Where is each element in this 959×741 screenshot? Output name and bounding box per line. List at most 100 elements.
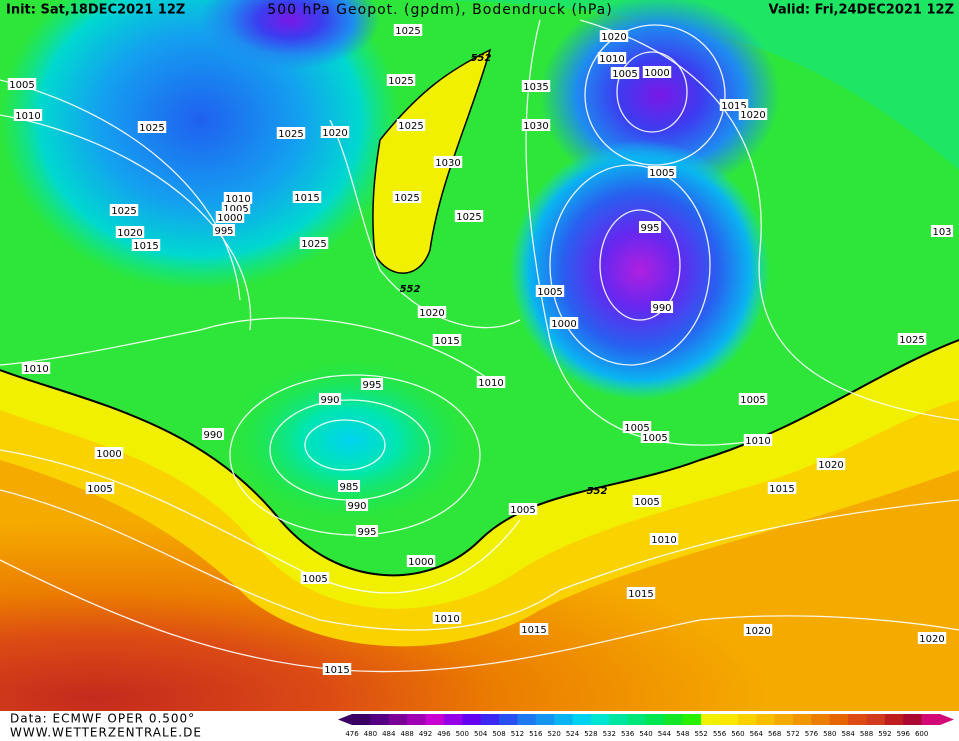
legend-swatch — [499, 714, 518, 725]
isobar-label: 1015 — [294, 193, 319, 204]
isobar-label: 552 — [400, 284, 421, 295]
legend-label: 572 — [786, 730, 799, 738]
isobar-label-bg — [626, 587, 656, 599]
isobar-label: 995 — [357, 527, 376, 538]
legend-swatch — [921, 714, 941, 725]
isobar-label-bg — [433, 156, 463, 168]
isobar-label-bg — [21, 362, 51, 374]
legend-label: 596 — [897, 730, 911, 738]
legend-label: 600 — [915, 730, 928, 738]
isobar-label-bg — [201, 428, 225, 440]
legend-label: 520 — [547, 730, 560, 738]
legend-label: 576 — [805, 730, 819, 738]
low-north — [540, 0, 780, 195]
isobar-label: 1020 — [919, 634, 944, 645]
legend-label: 512 — [511, 730, 524, 738]
legend-swatch — [590, 714, 610, 725]
isobar-label-bg — [355, 525, 379, 537]
isobar-label: 1005 — [510, 505, 535, 516]
legend-swatch — [756, 714, 776, 725]
isobar-label: 1015 — [133, 241, 158, 252]
legend-swatch — [352, 714, 371, 725]
isobar-label: 1005 — [9, 80, 34, 91]
legend-swatch — [811, 714, 831, 725]
isobar-label-bg — [360, 378, 384, 390]
legend-label: 480 — [364, 730, 377, 738]
legend-arrow-left — [338, 714, 352, 725]
isobar-label: 1005 — [87, 484, 112, 495]
isobar-label-bg — [300, 572, 330, 584]
isobar-label-bg — [299, 237, 329, 249]
isobar-label: 1025 — [456, 212, 481, 223]
isobar-label: 1005 — [740, 395, 765, 406]
legend-swatch — [609, 714, 629, 725]
isobar-label-bg — [897, 333, 927, 345]
legend-label: 504 — [474, 730, 488, 738]
init-time: Init: Sat,18DEC2021 12Z — [6, 3, 185, 18]
legend-label: 528 — [584, 730, 597, 738]
isobar-label: 1025 — [139, 123, 164, 134]
isobar-label-bg — [930, 225, 954, 237]
legend-swatch — [737, 714, 757, 725]
legend-label: 496 — [437, 730, 451, 738]
isobar-label: 1020 — [322, 128, 347, 139]
isobar-label: 1015 — [434, 336, 459, 347]
isobar-label: 1000 — [551, 319, 576, 330]
legend-swatch — [388, 714, 408, 725]
isobar-label: 1010 — [225, 194, 250, 205]
map-title: 500 hPa Geopot. (gpdm), Bodendruck (hPa) — [267, 2, 612, 18]
low-top — [200, 0, 380, 70]
legend-label: 580 — [823, 730, 836, 738]
isobar-label-bg — [738, 108, 768, 120]
legend-label: 516 — [529, 730, 543, 738]
isobar-label: 1030 — [523, 121, 548, 132]
legend-swatch — [848, 714, 867, 725]
isobar-label-bg — [519, 623, 549, 635]
isobar-label-bg — [432, 334, 462, 346]
isobar-label-bg — [743, 434, 773, 446]
contour-552 — [0, 339, 959, 577]
isobar-label: 1010 — [651, 535, 676, 546]
legend-label: 532 — [603, 730, 616, 738]
data-source: Data: ECMWF OPER 0.500° — [10, 712, 195, 726]
isobar-label: 990 — [320, 395, 339, 406]
isobar-label-bg — [767, 482, 797, 494]
isobar-label: 1010 — [745, 436, 770, 447]
legend-label: 540 — [639, 730, 652, 738]
low-atlantic — [230, 360, 470, 520]
isobar-label-bg — [115, 226, 145, 238]
isobar-label: 1000 — [96, 449, 121, 460]
isobar-label: 1005 — [537, 287, 562, 298]
isobar-label-bg — [816, 458, 846, 470]
isobar-label-bg — [386, 74, 416, 86]
isobar-label: 1020 — [117, 228, 142, 239]
legend-label: 592 — [878, 730, 891, 738]
isobar-label-bg — [535, 285, 565, 297]
isobar-label: 990 — [652, 303, 671, 314]
isobar-label: 1025 — [278, 129, 303, 140]
isobar-label: 1010 — [15, 111, 40, 122]
website: WWW.WETTERZENTRALE.DE — [10, 726, 202, 740]
isobar-label: 1025 — [388, 76, 413, 87]
isobar-label-bg — [622, 421, 652, 433]
isobar-label: 1020 — [740, 110, 765, 121]
legend-swatch — [627, 714, 647, 725]
isobar-label-bg — [318, 393, 342, 405]
legend-swatch — [407, 714, 426, 725]
isobar-label: 1015 — [769, 484, 794, 495]
isobar-label: 1015 — [721, 101, 746, 112]
isobar-label-bg — [320, 126, 350, 138]
low-scandinavia — [510, 140, 770, 400]
isobar-label: 1020 — [601, 32, 626, 43]
low-canada — [0, 0, 400, 290]
isobar-label: 1005 — [612, 69, 637, 80]
legend-label: 488 — [400, 730, 413, 738]
valid-time: Valid: Fri,24DEC2021 12Z — [769, 3, 954, 18]
legend-swatch — [719, 714, 739, 725]
legend-swatch — [535, 714, 555, 725]
legend-arrow-right — [940, 714, 954, 725]
cold-air — [0, 0, 959, 170]
isobar-label-bg — [549, 317, 579, 329]
